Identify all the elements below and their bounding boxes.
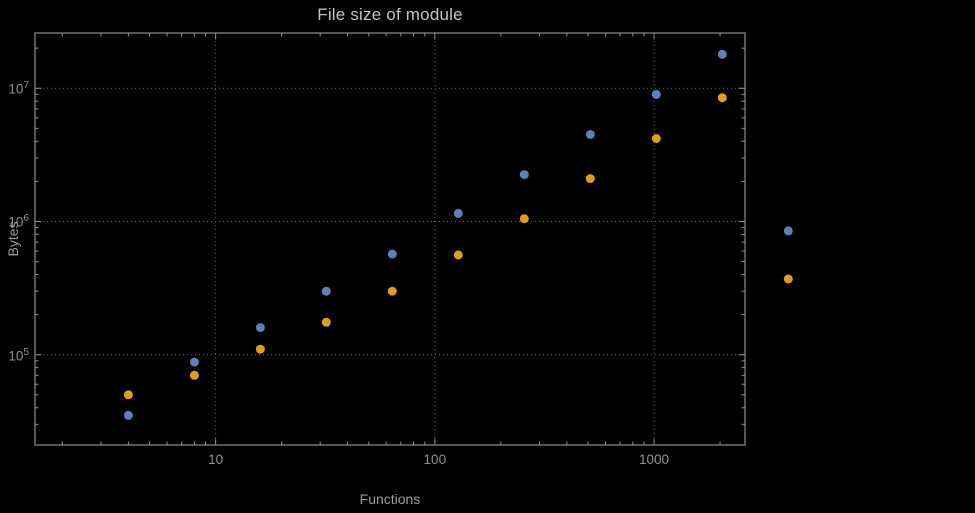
data-point-orange-series: [387, 286, 397, 296]
data-point-blue-series: [651, 89, 661, 99]
data-point-orange-series: [717, 93, 727, 103]
data-point-orange-series: [783, 274, 793, 284]
data-point-orange-series: [519, 214, 529, 224]
y-tick-label: 107: [8, 80, 29, 97]
data-point-blue-series: [585, 130, 595, 139]
data-point-blue-series: [123, 410, 133, 420]
chart-title: File size of module: [317, 5, 463, 24]
x-axis-label: Functions: [359, 491, 421, 507]
data-point-blue-series: [387, 249, 397, 259]
plot-frame: [34, 32, 746, 446]
data-point-blue-series: [717, 49, 727, 59]
y-tick-label: 105: [8, 346, 29, 363]
data-point-blue-series: [519, 170, 529, 180]
data-point-orange-series: [651, 134, 661, 143]
data-point-orange-series: [321, 317, 331, 327]
data-point-blue-series: [255, 323, 265, 332]
data-point-blue-series: [189, 357, 199, 367]
data-point-orange-series: [585, 174, 595, 184]
data-point-blue-series: [453, 208, 463, 218]
data-point-orange-series: [189, 370, 199, 380]
x-tick-label: 1000: [639, 452, 670, 467]
data-point-blue-series: [783, 226, 793, 236]
data-point-blue-series: [321, 286, 331, 296]
data-point-orange-series: [255, 344, 265, 354]
x-tick-label: 100: [423, 452, 447, 467]
data-point-orange-series: [123, 390, 133, 400]
y-tick-label: 106: [8, 213, 29, 230]
x-tick-label: 10: [208, 452, 224, 467]
data-point-orange-series: [453, 250, 463, 260]
